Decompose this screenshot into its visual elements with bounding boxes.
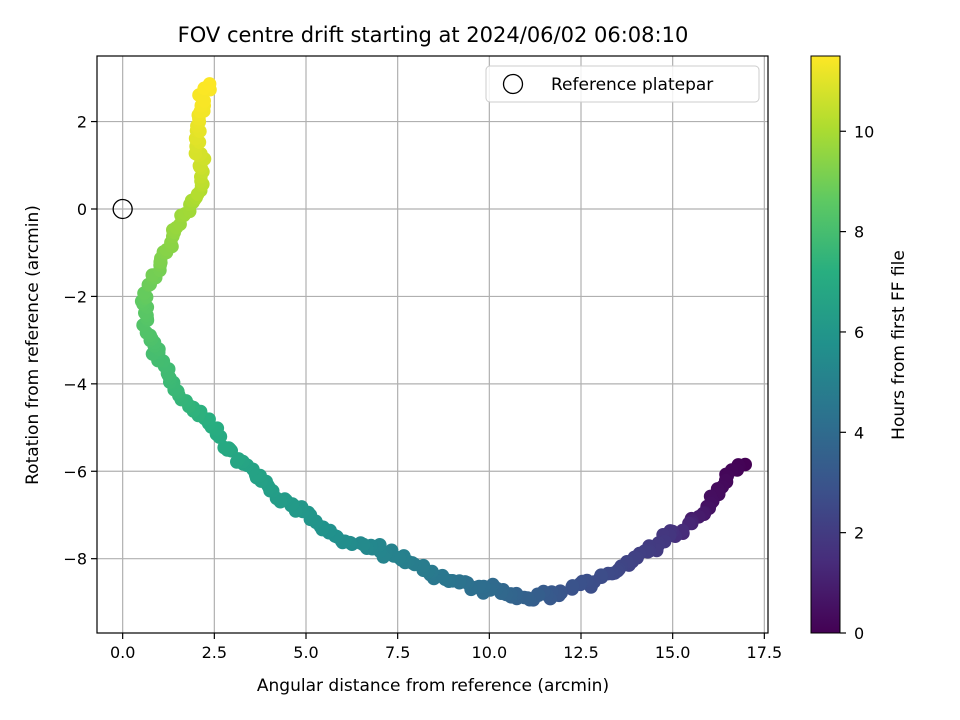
y-tick-label: −2	[63, 287, 87, 306]
colorbar-tick-label: 6	[854, 323, 864, 342]
legend: Reference platepar	[485, 65, 760, 103]
scatter-point	[197, 94, 211, 108]
reference-marker-layer	[112, 198, 133, 220]
x-tick-label: 7.5	[385, 643, 410, 662]
plot-frame	[96, 55, 769, 634]
colorbar-ticks: 0 2 4 6 8 10	[840, 122, 874, 643]
scatter-point	[217, 440, 231, 455]
y-tick-label: −8	[63, 550, 87, 569]
x-tick-label: 5.0	[293, 643, 318, 662]
legend-marker	[502, 73, 524, 95]
y-tick-label: −4	[63, 375, 87, 394]
x-tick-label: 10.0	[472, 643, 508, 662]
y-axis-label: Rotation from reference (arcmin)	[23, 205, 43, 485]
scatter-point	[356, 537, 371, 552]
colorbar-label: Hours from first FF file	[889, 250, 909, 440]
grid	[97, 56, 768, 633]
x-tick-label: 17.5	[747, 643, 783, 662]
legend-box	[485, 65, 760, 103]
colorbar	[810, 55, 841, 634]
y-tick-label: 2	[77, 113, 87, 132]
chart-title: FOV centre drift starting at 2024/06/02 …	[178, 23, 689, 47]
x-tick-label: 12.5	[563, 643, 599, 662]
scatter-points	[134, 77, 752, 607]
x-tick-label: 0.0	[110, 643, 135, 662]
reference-platepar-marker	[112, 198, 133, 220]
y-tick-label: 0	[77, 200, 87, 219]
colorbar-tick-label: 8	[854, 223, 864, 242]
y-tick-label: −6	[63, 462, 87, 481]
x-axis-label: Angular distance from reference (arcmin)	[257, 676, 609, 696]
colorbar-tick-label: 2	[854, 524, 864, 543]
scatter-point	[565, 579, 580, 593]
colorbar-tick-label: 4	[854, 423, 864, 442]
y-axis-ticks: −8 −6 −4 −2 0 2	[63, 113, 97, 569]
legend-entry-label: Reference platepar	[551, 75, 713, 95]
x-tick-label: 2.5	[202, 643, 227, 662]
colorbar-tick-label: 10	[854, 122, 874, 141]
x-axis-ticks: 0.0 2.5 5.0 7.5 10.0 12.5 15.0 17.5	[110, 633, 782, 662]
scatter-point	[202, 77, 217, 91]
colorbar-tick-label: 0	[854, 624, 864, 643]
x-tick-label: 15.0	[655, 643, 691, 662]
